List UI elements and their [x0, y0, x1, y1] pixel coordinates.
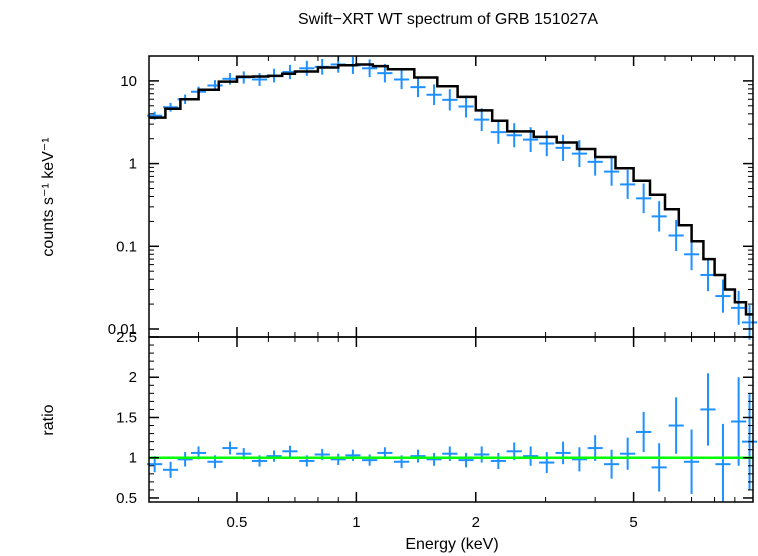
ratio-point: [620, 437, 636, 470]
data-point: [731, 290, 747, 325]
ratio-point: [177, 452, 193, 467]
ratio-point: [683, 429, 700, 494]
data-point: [162, 102, 179, 112]
upper-ticks-layer: 0.01 0.1 1 10: [108, 55, 753, 338]
data-point: [741, 305, 758, 340]
ratio-point: [282, 445, 298, 457]
data-point: [668, 219, 684, 252]
x-axis-label: Energy (keV): [405, 536, 498, 553]
data-point: [474, 108, 490, 131]
data-point: [426, 84, 442, 106]
ratio-point: [410, 449, 426, 463]
upper-y-axis-label: counts s⁻¹ keV⁻¹: [40, 137, 57, 256]
lower-ticks-layer: 0.5 1 1.5 2 2.5 0.5 1 2 5: [116, 329, 753, 531]
ratio-point: [539, 452, 555, 474]
ratio-point: [222, 441, 238, 455]
ratio-point: [474, 446, 490, 463]
ratio-point: [571, 447, 587, 472]
data-point: [539, 130, 555, 157]
data-point: [393, 69, 410, 90]
data-point: [620, 169, 636, 199]
data-point: [604, 157, 620, 186]
ratio-point: [266, 450, 282, 462]
data-point: [651, 201, 667, 232]
upper-panel-frame: [148, 55, 754, 338]
y-tick-label: 1.5: [116, 409, 137, 426]
ratio-point: [426, 452, 442, 466]
lower-panel: 0.5 1 1.5 2 2.5 0.5 1 2 5 ratio: [40, 329, 758, 531]
x-tick-label: 0.5: [227, 514, 248, 531]
x-tick-label: 2: [472, 514, 480, 531]
ratio-point: [651, 443, 667, 492]
lower-panel-frame: [148, 336, 754, 503]
y-tick-label: 0.5: [116, 490, 137, 507]
ratio-point: [523, 446, 539, 466]
ratio-point: [362, 454, 378, 466]
chart-title: Swift−XRT WT spectrum of GRB 151027A: [298, 11, 598, 28]
ratio-point: [715, 423, 731, 502]
ratio-point: [490, 452, 506, 469]
y-tick-label: 1: [129, 156, 137, 173]
ratio-point: [330, 453, 346, 465]
ratio-point: [458, 452, 474, 468]
y-tick-label: 0.1: [116, 238, 137, 255]
ratio-point: [162, 461, 179, 478]
x-tick-label: 5: [629, 514, 637, 531]
data-point: [571, 140, 587, 168]
y-tick-label: 1: [129, 450, 137, 467]
data-point: [299, 60, 315, 76]
data-point: [362, 59, 378, 78]
model-line: [149, 63, 753, 316]
y-tick-label: 2: [129, 369, 137, 386]
data-point: [506, 123, 522, 148]
data-point: [458, 95, 474, 118]
lower-y-axis-label: ratio: [40, 404, 57, 435]
data-point: [683, 238, 700, 271]
data-point: [636, 183, 652, 214]
ratio-point: [604, 449, 620, 479]
data-point: [490, 120, 506, 144]
ratio-point: [345, 449, 361, 461]
ratio-point: [555, 441, 571, 465]
data-point: [715, 279, 731, 313]
x-tick-label: 1: [352, 514, 360, 531]
data-point: [700, 258, 716, 292]
data-point: [410, 77, 426, 98]
upper-model-layer: [149, 63, 753, 316]
ratio-point: [668, 397, 684, 454]
upper-panel: 0.01 0.1 1 10 counts s⁻¹ keV⁻¹: [40, 55, 758, 340]
data-point: [442, 89, 458, 111]
y-tick-label: 10: [120, 73, 137, 90]
lower-data-layer: [147, 373, 758, 502]
data-point: [555, 134, 571, 161]
data-point: [251, 73, 268, 86]
ratio-point: [636, 411, 652, 453]
ratio-point: [700, 373, 716, 446]
ratio-point: [731, 377, 747, 466]
y-tick-label: 2.5: [116, 329, 137, 346]
y-tick-label: 0.01: [108, 321, 137, 338]
